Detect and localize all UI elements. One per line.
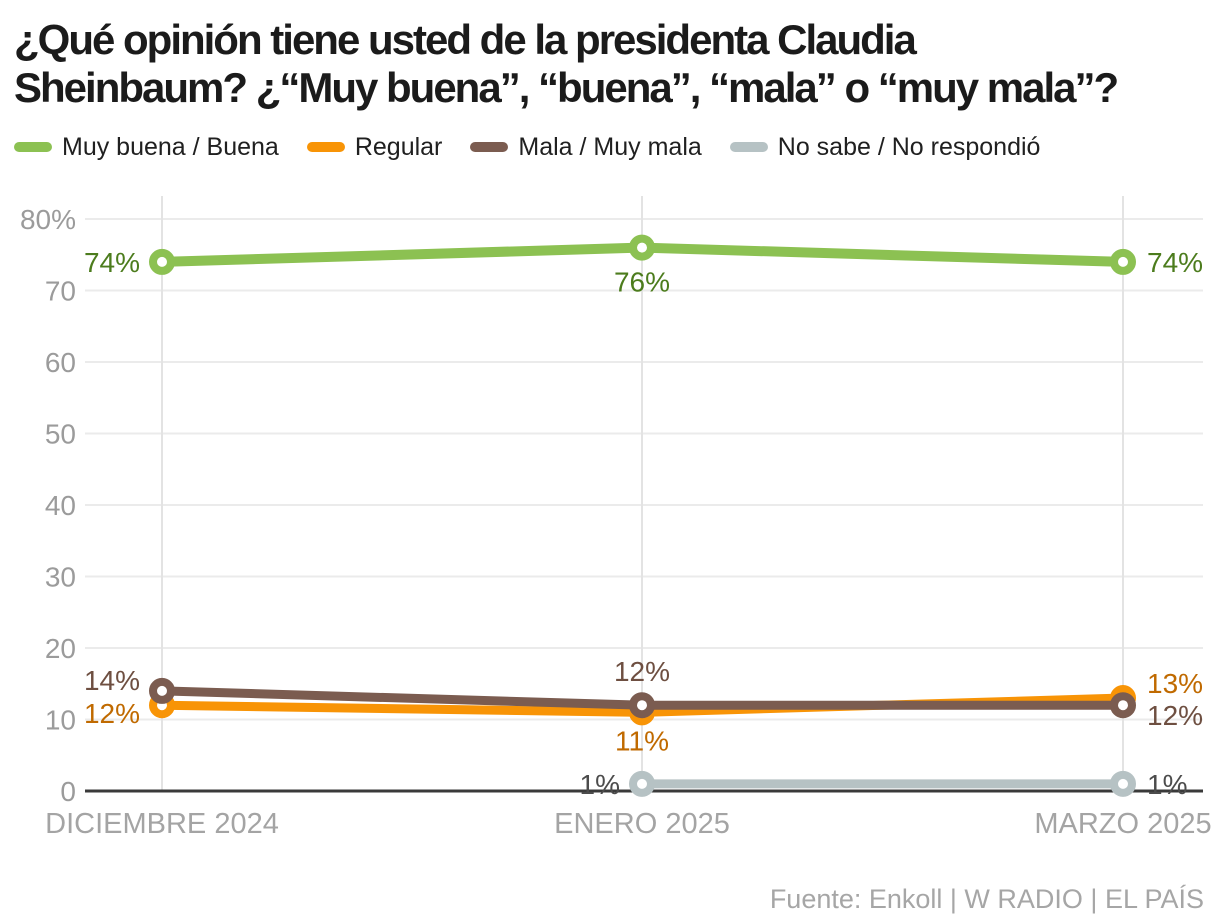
title-line-2: Sheinbaum? ¿“Muy buena”, “buena”, “mala”… bbox=[14, 64, 1119, 111]
point-label: 74% bbox=[1147, 247, 1203, 278]
legend-label: Regular bbox=[354, 132, 443, 161]
title-line-1: ¿Qué opinión tiene usted de la president… bbox=[14, 16, 917, 63]
y-tick-label: 70 bbox=[45, 276, 76, 307]
point-marker bbox=[629, 770, 655, 797]
source-credit: Fuente: Enkoll | W RADIO | EL PAÍS bbox=[769, 884, 1204, 914]
point-marker bbox=[629, 234, 655, 261]
point-label: 74% bbox=[84, 247, 140, 278]
page-title: ¿Qué opinión tiene usted de la president… bbox=[14, 16, 1184, 112]
legend-label: Muy buena / Buena bbox=[62, 132, 279, 161]
legend-swatch-brown bbox=[470, 142, 509, 152]
y-tick-label: 50 bbox=[45, 419, 76, 450]
x-tick-label: ENERO 2025 bbox=[554, 808, 730, 840]
poll-chart-page: ¿Qué opinión tiene usted de la president… bbox=[0, 16, 1220, 920]
legend-swatch-green bbox=[14, 142, 52, 152]
legend-item-regular: Regular bbox=[306, 132, 443, 162]
line-chart: 0 10 20 30 40 50 60 70 80% DICIEMBRE 2024 ENERO 20… bbox=[20, 196, 1212, 840]
point-label: 14% bbox=[84, 665, 140, 696]
point-marker bbox=[629, 692, 655, 719]
y-tick-label: 60 bbox=[45, 347, 76, 378]
point-label: 76% bbox=[614, 267, 670, 298]
point-label: 12% bbox=[614, 656, 670, 687]
point-marker bbox=[149, 248, 175, 275]
point-label: 11% bbox=[615, 725, 669, 756]
legend-item-muy-buena: Muy buena / Buena bbox=[14, 133, 279, 162]
y-tick-label: 0 bbox=[60, 776, 76, 807]
chart-legend: Muy buena / Buena Regular Mala / Muy mal… bbox=[14, 132, 1220, 162]
x-tick-label: MARZO 2025 bbox=[1034, 808, 1211, 840]
legend-label: Mala / Muy mala bbox=[518, 132, 702, 161]
y-tick-label: 30 bbox=[45, 562, 76, 593]
x-tick-label: DICIEMBRE 2024 bbox=[45, 808, 279, 840]
point-label: 1% bbox=[580, 769, 620, 800]
point-marker bbox=[1110, 770, 1136, 797]
point-marker bbox=[149, 677, 175, 704]
y-tick-label: 20 bbox=[45, 633, 76, 664]
legend-item-mala: Mala / Muy mala bbox=[470, 132, 702, 162]
legend-label: No sabe / No respondió bbox=[777, 132, 1041, 161]
legend-item-no-sabe: No sabe / No respondió bbox=[729, 132, 1041, 162]
y-tick-label: 10 bbox=[45, 705, 76, 736]
y-tick-label: 80% bbox=[20, 204, 76, 235]
point-label: 13% bbox=[1147, 668, 1203, 699]
point-marker bbox=[1110, 692, 1136, 719]
point-label: 12% bbox=[84, 698, 140, 729]
point-marker bbox=[1110, 248, 1136, 275]
legend-swatch-gray bbox=[729, 142, 768, 152]
y-tick-label: 40 bbox=[45, 490, 76, 521]
legend-swatch-orange bbox=[306, 142, 345, 152]
point-label: 1% bbox=[1147, 769, 1187, 800]
point-label: 12% bbox=[1147, 700, 1203, 731]
